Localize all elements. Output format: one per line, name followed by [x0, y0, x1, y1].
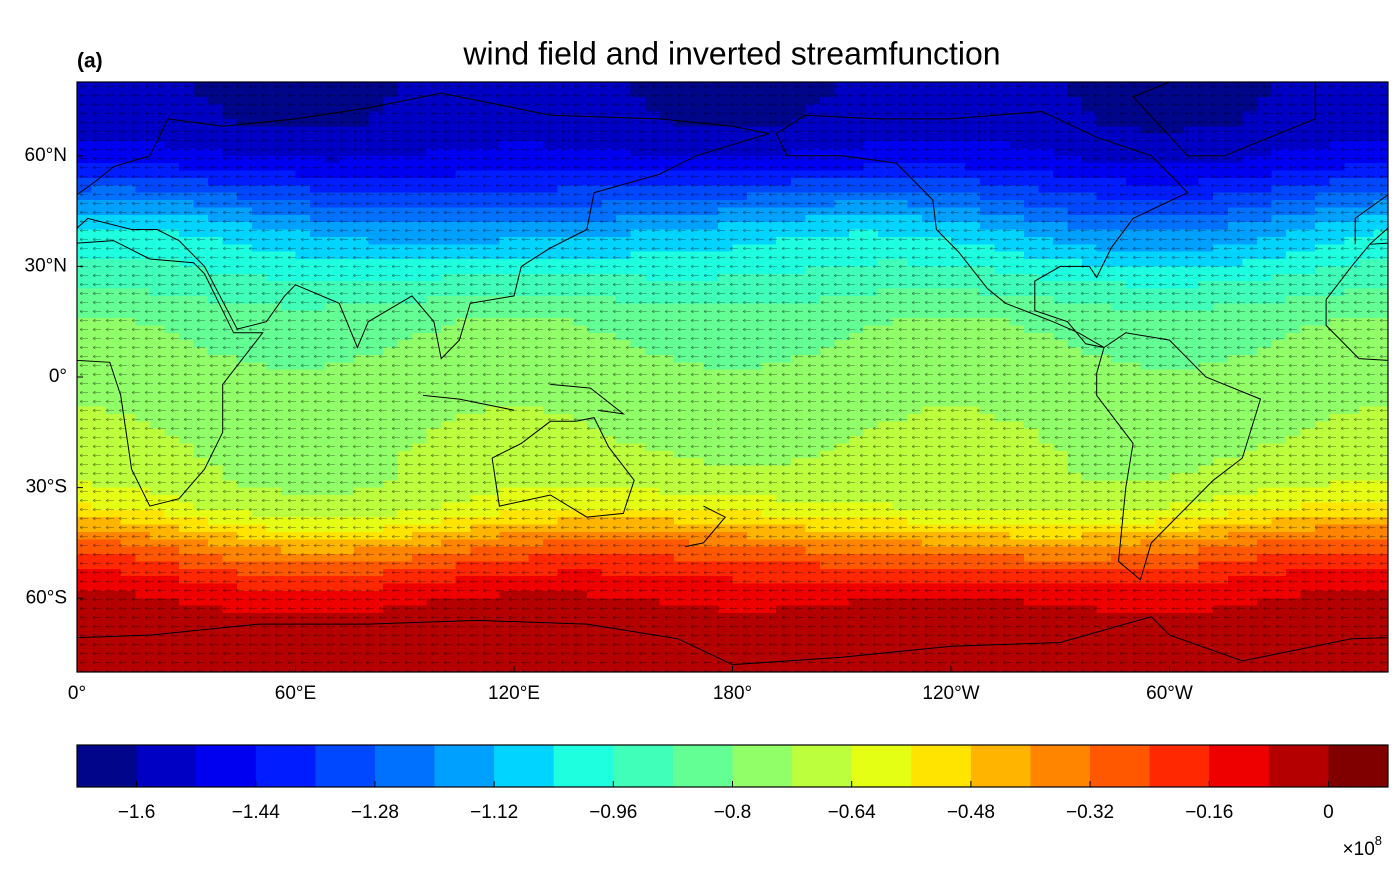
figure: (a) wind field and inverted streamfuncti… — [25, 35, 1389, 860]
